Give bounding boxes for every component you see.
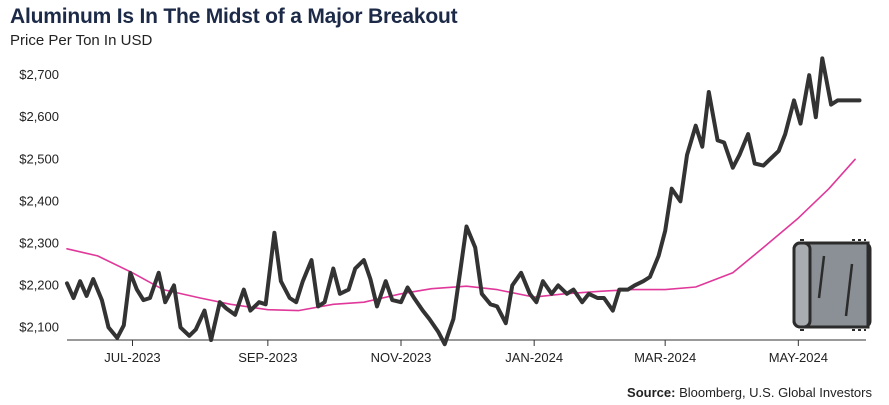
x-axis: JUL-2023 SEP-2023 NOV-2023 JAN-2024 MAR-2024… [104, 340, 828, 365]
y-tick-label: $2,100 [19, 319, 59, 334]
y-axis: $2,100 $2,200 $2,300 $2,400 $2,500 $2,600 $2,7… [19, 67, 59, 334]
x-tick-label: MAY-2024 [769, 350, 828, 365]
chart-title: Aluminum Is In The Midst of a Major Brea… [10, 5, 458, 28]
x-tick-label: JAN-2024 [505, 350, 563, 365]
source-note: Source: Bloomberg, U.S. Global Investors [627, 385, 872, 400]
source-label: Source: [627, 385, 676, 400]
aluminum-roll-icon [792, 239, 872, 331]
x-tick-label: MAR-2024 [634, 350, 696, 365]
plot-area [65, 56, 862, 347]
moving-average-series-line [66, 158, 856, 312]
y-tick-label: $2,400 [19, 193, 59, 208]
y-tick-label: $2,200 [19, 277, 59, 292]
x-tick-label: NOV-2023 [371, 350, 432, 365]
source-text: Bloomberg, U.S. Global Investors [679, 385, 872, 400]
y-tick-label: $2,700 [19, 67, 59, 82]
x-tick-label: SEP-2023 [238, 350, 297, 365]
y-tick-label: $2,500 [19, 151, 59, 166]
y-tick-label: $2,300 [19, 235, 59, 250]
chart-subtitle: Price Per Ton In USD [10, 32, 153, 49]
price-series-line [65, 56, 862, 347]
x-tick-label: JUL-2023 [104, 350, 160, 365]
y-tick-label: $2,600 [19, 109, 59, 124]
